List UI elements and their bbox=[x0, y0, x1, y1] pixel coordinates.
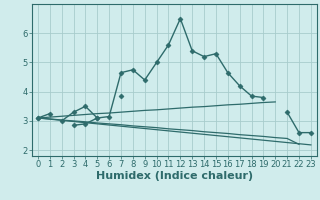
X-axis label: Humidex (Indice chaleur): Humidex (Indice chaleur) bbox=[96, 171, 253, 181]
